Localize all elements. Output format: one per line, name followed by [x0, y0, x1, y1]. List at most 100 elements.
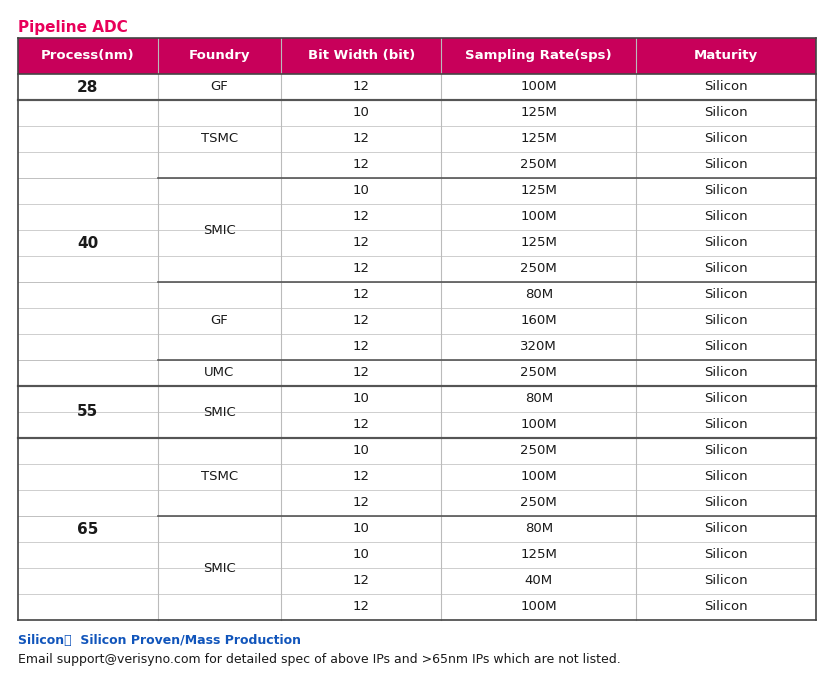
Text: 125M: 125M	[520, 236, 557, 250]
Text: 10: 10	[353, 523, 369, 536]
Bar	[18, 308, 816, 334]
Text: Silicon：  Silicon Proven/Mass Production: Silicon： Silicon Proven/Mass Production	[18, 634, 301, 647]
Text: 125M: 125M	[520, 106, 557, 120]
Text: 12: 12	[353, 236, 369, 250]
Bar	[18, 126, 816, 152]
Text: 12: 12	[353, 366, 369, 379]
Text: 100M: 100M	[520, 211, 557, 224]
Text: Silicon: Silicon	[705, 184, 748, 197]
Text: Silicon: Silicon	[705, 236, 748, 250]
Text: Silicon: Silicon	[705, 133, 748, 145]
Text: 12: 12	[353, 81, 369, 94]
Bar	[18, 256, 816, 282]
Bar	[18, 386, 816, 412]
Text: 250M: 250M	[520, 263, 557, 275]
Bar	[18, 230, 816, 256]
Bar	[18, 282, 816, 308]
Text: TSMC: TSMC	[201, 471, 238, 484]
Text: 160M: 160M	[520, 315, 557, 327]
Text: Silicon: Silicon	[705, 288, 748, 302]
Text: 12: 12	[353, 158, 369, 172]
Text: 12: 12	[353, 418, 369, 432]
Text: Silicon: Silicon	[705, 471, 748, 484]
Text: 12: 12	[353, 471, 369, 484]
Text: SMIC: SMIC	[203, 405, 236, 418]
Text: 320M: 320M	[520, 341, 557, 354]
Text: 40M: 40M	[525, 575, 553, 587]
Text: Silicon: Silicon	[705, 341, 748, 354]
Text: 12: 12	[353, 575, 369, 587]
Text: Sampling Rate(sps): Sampling Rate(sps)	[465, 49, 612, 63]
Text: 12: 12	[353, 315, 369, 327]
Text: Process(nm): Process(nm)	[41, 49, 134, 63]
Text: Silicon: Silicon	[705, 366, 748, 379]
Text: 250M: 250M	[520, 366, 557, 379]
Text: Silicon: Silicon	[705, 315, 748, 327]
Bar	[18, 334, 816, 360]
Text: 12: 12	[353, 211, 369, 224]
Text: 250M: 250M	[520, 158, 557, 172]
Text: Silicon: Silicon	[705, 393, 748, 405]
Text: 12: 12	[353, 341, 369, 354]
Text: TSMC: TSMC	[201, 133, 238, 145]
Text: 80M: 80M	[525, 288, 553, 302]
Text: Silicon: Silicon	[705, 523, 748, 536]
Text: 100M: 100M	[520, 471, 557, 484]
Text: Silicon: Silicon	[705, 575, 748, 587]
Bar	[18, 594, 816, 620]
Text: Silicon: Silicon	[705, 211, 748, 224]
Text: 10: 10	[353, 445, 369, 457]
Text: 10: 10	[353, 548, 369, 562]
Text: Email support@verisyno.com for detailed spec of above IPs and >65nm IPs which ar: Email support@verisyno.com for detailed …	[18, 653, 620, 666]
Text: 125M: 125M	[520, 548, 557, 562]
Text: 125M: 125M	[520, 184, 557, 197]
Text: Silicon: Silicon	[705, 263, 748, 275]
Bar	[18, 360, 816, 386]
Bar	[18, 38, 816, 74]
Text: 100M: 100M	[520, 81, 557, 94]
Text: 10: 10	[353, 106, 369, 120]
Text: 10: 10	[353, 393, 369, 405]
Text: 40: 40	[78, 236, 98, 250]
Bar	[18, 464, 816, 490]
Bar	[18, 438, 816, 464]
Text: Silicon: Silicon	[705, 496, 748, 509]
Text: SMIC: SMIC	[203, 224, 236, 236]
Text: 12: 12	[353, 263, 369, 275]
Bar	[18, 74, 816, 100]
Text: 100M: 100M	[520, 418, 557, 432]
Text: 28: 28	[77, 79, 98, 95]
Text: 55: 55	[78, 404, 98, 420]
Text: 10: 10	[353, 184, 369, 197]
Text: UMC: UMC	[204, 366, 234, 379]
Bar	[18, 568, 816, 594]
Text: Silicon: Silicon	[705, 600, 748, 614]
Text: 12: 12	[353, 496, 369, 509]
Text: Silicon: Silicon	[705, 158, 748, 172]
Text: GF: GF	[211, 81, 229, 94]
Text: Pipeline ADC: Pipeline ADC	[18, 20, 128, 35]
Text: Silicon: Silicon	[705, 548, 748, 562]
Text: 80M: 80M	[525, 393, 553, 405]
Text: Silicon: Silicon	[705, 81, 748, 94]
Bar	[18, 100, 816, 126]
Text: 250M: 250M	[520, 445, 557, 457]
Text: Silicon: Silicon	[705, 445, 748, 457]
Text: 125M: 125M	[520, 133, 557, 145]
Bar	[18, 542, 816, 568]
Bar	[18, 178, 816, 204]
Text: Silicon: Silicon	[705, 418, 748, 432]
Text: GF: GF	[211, 315, 229, 327]
Text: 12: 12	[353, 600, 369, 614]
Bar	[18, 412, 816, 438]
Bar	[18, 152, 816, 178]
Text: 250M: 250M	[520, 496, 557, 509]
Text: 12: 12	[353, 288, 369, 302]
Text: Foundry: Foundry	[188, 49, 250, 63]
Bar	[18, 204, 816, 230]
Text: SMIC: SMIC	[203, 562, 236, 575]
Text: 65: 65	[77, 521, 98, 537]
Bar	[18, 490, 816, 516]
Text: Silicon: Silicon	[705, 106, 748, 120]
Text: 80M: 80M	[525, 523, 553, 536]
